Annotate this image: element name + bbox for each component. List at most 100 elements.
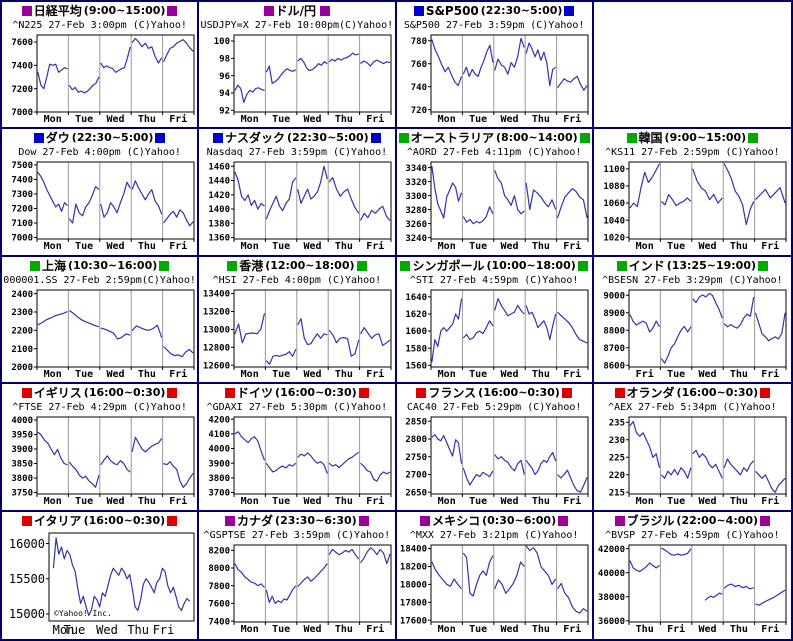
svg-text:3340: 3340 [405, 164, 427, 174]
svg-text:215: 215 [609, 489, 625, 499]
svg-text:Wed: Wed [106, 114, 124, 125]
title-marker-right-icon [558, 515, 569, 526]
svg-text:Tue: Tue [272, 369, 290, 380]
svg-text:Tue: Tue [667, 496, 685, 507]
mini-chart: 4000 3950 3900 3850 3800 3750 Mon Tue Wed Thu Fri [11, 416, 195, 507]
svg-text:16000: 16000 [9, 536, 45, 550]
chart-cell-^GSPTSE[interactable]: カナダ (23:30~6:30) ^GSPTSE 27-Feb 3:59pm (C… [199, 511, 397, 639]
svg-text:Mon: Mon [438, 114, 456, 125]
svg-text:Wed: Wed [303, 496, 321, 507]
chart-subtitle: S&P500 27-Feb 3:59pm (C)Yahoo! [403, 20, 585, 31]
svg-text:Fri: Fri [366, 623, 384, 635]
market-hours: (22:30~5:00) [480, 4, 563, 17]
svg-text:2100: 2100 [11, 345, 33, 355]
chart-cell-^N225[interactable]: 日経平均 (9:00~15:00) ^N225 27-Feb 3:00pm (C)… [2, 2, 200, 130]
chart-subtitle: ^N225 27-Feb 3:00pm (C)Yahoo! [12, 20, 187, 31]
mini-chart: 2850 2800 2750 2700 2650 Mon Tue Wed Thu Fri [405, 416, 589, 507]
chart-cell-000001.SS[interactable]: 上海 (10:30~16:00) 000001.SS 27-Feb 2:59pm(… [2, 256, 200, 385]
svg-text:3320: 3320 [405, 178, 427, 188]
title-marker-right-icon [155, 133, 166, 144]
svg-text:Tue: Tue [469, 369, 487, 380]
chart-cell-Dow[interactable]: ダウ (22:30~5:00) Dow 27-Feb 4:00pm (C)Yaho… [2, 129, 200, 257]
chart-title: カナダ (23:30~6:30) [225, 513, 369, 529]
svg-text:225: 225 [609, 454, 625, 464]
svg-text:42000: 42000 [598, 544, 625, 554]
svg-text:2400: 2400 [11, 290, 33, 300]
chart-cell-Nasdaq[interactable]: ナスダック (22:30~5:00) Nasdaq 27-Feb 3:59pm (… [199, 129, 397, 257]
chart-cell-^GDAXI[interactable]: ドイツ (16:00~0:30) ^GDAXI 27-Feb 5:30pm (C)… [199, 384, 397, 512]
market-name: ダウ [45, 131, 70, 146]
svg-text:Thu: Thu [335, 496, 353, 507]
title-marker-left-icon [225, 515, 236, 526]
svg-text:Wed: Wed [303, 624, 321, 635]
svg-text:235: 235 [609, 419, 625, 429]
chart-cell-CAC40[interactable]: フランス (16:00~0:30) CAC40 27-Feb 5:29pm (C)… [396, 384, 594, 512]
svg-text:Mon: Mon [241, 624, 259, 635]
market-name: ナスダック [225, 131, 286, 146]
svg-text:40000: 40000 [598, 568, 625, 578]
svg-text:Wed: Wed [699, 369, 717, 380]
chart-subtitle: ^GSPTSE 27-Feb 3:59pm (C)Yahoo! [203, 529, 391, 541]
title-marker-left-icon [616, 260, 627, 271]
chart-subtitle: ^FTSE 27-Feb 4:29pm (C)Yahoo! [12, 402, 187, 414]
mini-chart: 42000 40000 38000 36000 Thu Fri Wed Thu Fri [598, 544, 787, 635]
chart-cell-^AEX[interactable]: オランダ (16:00~0:30) ^AEX 27-Feb 5:34pm (C)Y… [593, 384, 791, 512]
svg-text:Wed: Wed [501, 624, 519, 635]
svg-text:3800: 3800 [11, 474, 33, 484]
chart-cell-USDJPY=X[interactable]: ドル/円 USDJPY=X 27-Feb 10:00pm(C)Yahoo! 10… [199, 2, 397, 130]
svg-text:Thu: Thu [532, 624, 550, 635]
chart-cell-^BVSP[interactable]: ブラジル (22:00~4:00) ^BVSP 27-Feb 4:59pm (C)… [593, 511, 791, 639]
svg-text:Mon: Mon [636, 241, 654, 252]
title-marker-right-icon [167, 515, 178, 526]
svg-text:Wed: Wed [106, 496, 124, 507]
svg-text:Thu: Thu [335, 114, 353, 125]
chart-title: S&P500 (22:30~5:00) [413, 3, 575, 19]
svg-text:Fri: Fri [636, 368, 654, 380]
chart-title: ナスダック (22:30~5:00) [213, 130, 381, 146]
svg-text:Mon: Mon [438, 496, 456, 507]
chart-title: ドル/円 [263, 3, 331, 19]
chart-cell-^KS11[interactable]: 韓国 (9:00~15:00) ^KS11 27-Feb 2:59pm (C)Ya… [593, 129, 791, 257]
svg-text:Wed: Wed [501, 369, 519, 380]
svg-text:Thu: Thu [532, 241, 550, 252]
market-hours: (16:00~0:30) [83, 386, 166, 400]
svg-text:7200: 7200 [11, 85, 33, 95]
chart-cell-S&P500[interactable]: S&P500 (22:30~5:00) S&P500 27-Feb 3:59pm … [396, 2, 594, 130]
svg-text:38000: 38000 [598, 592, 625, 602]
chart-title: ブラジル (22:00~4:00) [614, 513, 771, 529]
chart-cell-^STI[interactable]: シンガポール (10:00~18:00) ^STI 27-Feb 4:59pm (… [396, 256, 594, 385]
svg-text:1400: 1400 [208, 206, 230, 216]
market-name: オーストラリア [410, 131, 494, 146]
chart-subtitle: ^AEX 27-Feb 5:34pm (C)Yahoo! [608, 402, 777, 414]
svg-text:3280: 3280 [405, 206, 427, 216]
svg-text:3850: 3850 [11, 460, 33, 470]
svg-text:Fri: Fri [563, 113, 581, 125]
chart-cell-^HSI[interactable]: 香港 (12:00~18:00) ^HSI 27-Feb 4:00pm (C)Ya… [199, 256, 397, 385]
svg-text:7200: 7200 [11, 205, 33, 215]
svg-text:Fri: Fri [169, 495, 187, 507]
svg-text:Thu: Thu [335, 369, 353, 380]
svg-text:Wed: Wed [303, 114, 321, 125]
chart-cell-イタリア[interactable]: イタリア (16:00~0:30) 16000 15500 15000 Mon Tue We… [2, 511, 200, 639]
svg-text:Mon: Mon [43, 114, 61, 125]
svg-text:7800: 7800 [208, 581, 230, 591]
svg-text:Wed: Wed [303, 241, 321, 252]
svg-text:Tue: Tue [272, 241, 290, 252]
chart-cell-^AORD[interactable]: オーストラリア (8:00~14:00) ^AORD 27-Feb 4:11pm … [396, 129, 594, 257]
market-hours: (8:00~14:00) [496, 131, 578, 145]
chart-subtitle: 000001.SS 27-Feb 2:59pm(C)Yahoo! [3, 274, 196, 286]
chart-cell-^BSESN[interactable]: インド (13:25~19:00) ^BSESN 27-Feb 3:29pm (C… [593, 256, 791, 385]
chart-cell-^FTSE[interactable]: イギリス (16:00~0:30) ^FTSE 27-Feb 4:29pm (C)… [2, 384, 200, 512]
title-marker-left-icon [614, 515, 625, 526]
svg-text:96: 96 [219, 72, 230, 82]
svg-text:17800: 17800 [400, 598, 427, 608]
market-hours: (16:00~0:30) [478, 386, 560, 400]
svg-text:13200: 13200 [203, 307, 230, 317]
svg-text:36000: 36000 [598, 617, 625, 627]
chart-title: 日経平均 (9:00~15:00) [21, 3, 178, 19]
svg-text:Thu: Thu [730, 624, 748, 635]
market-hours: (22:30~5:00) [287, 131, 369, 145]
svg-text:3750: 3750 [11, 489, 33, 499]
chart-cell-^MXX[interactable]: メキシコ (0:30~6:00) ^MXX 27-Feb 3:21pm (C)Ya… [396, 511, 594, 639]
